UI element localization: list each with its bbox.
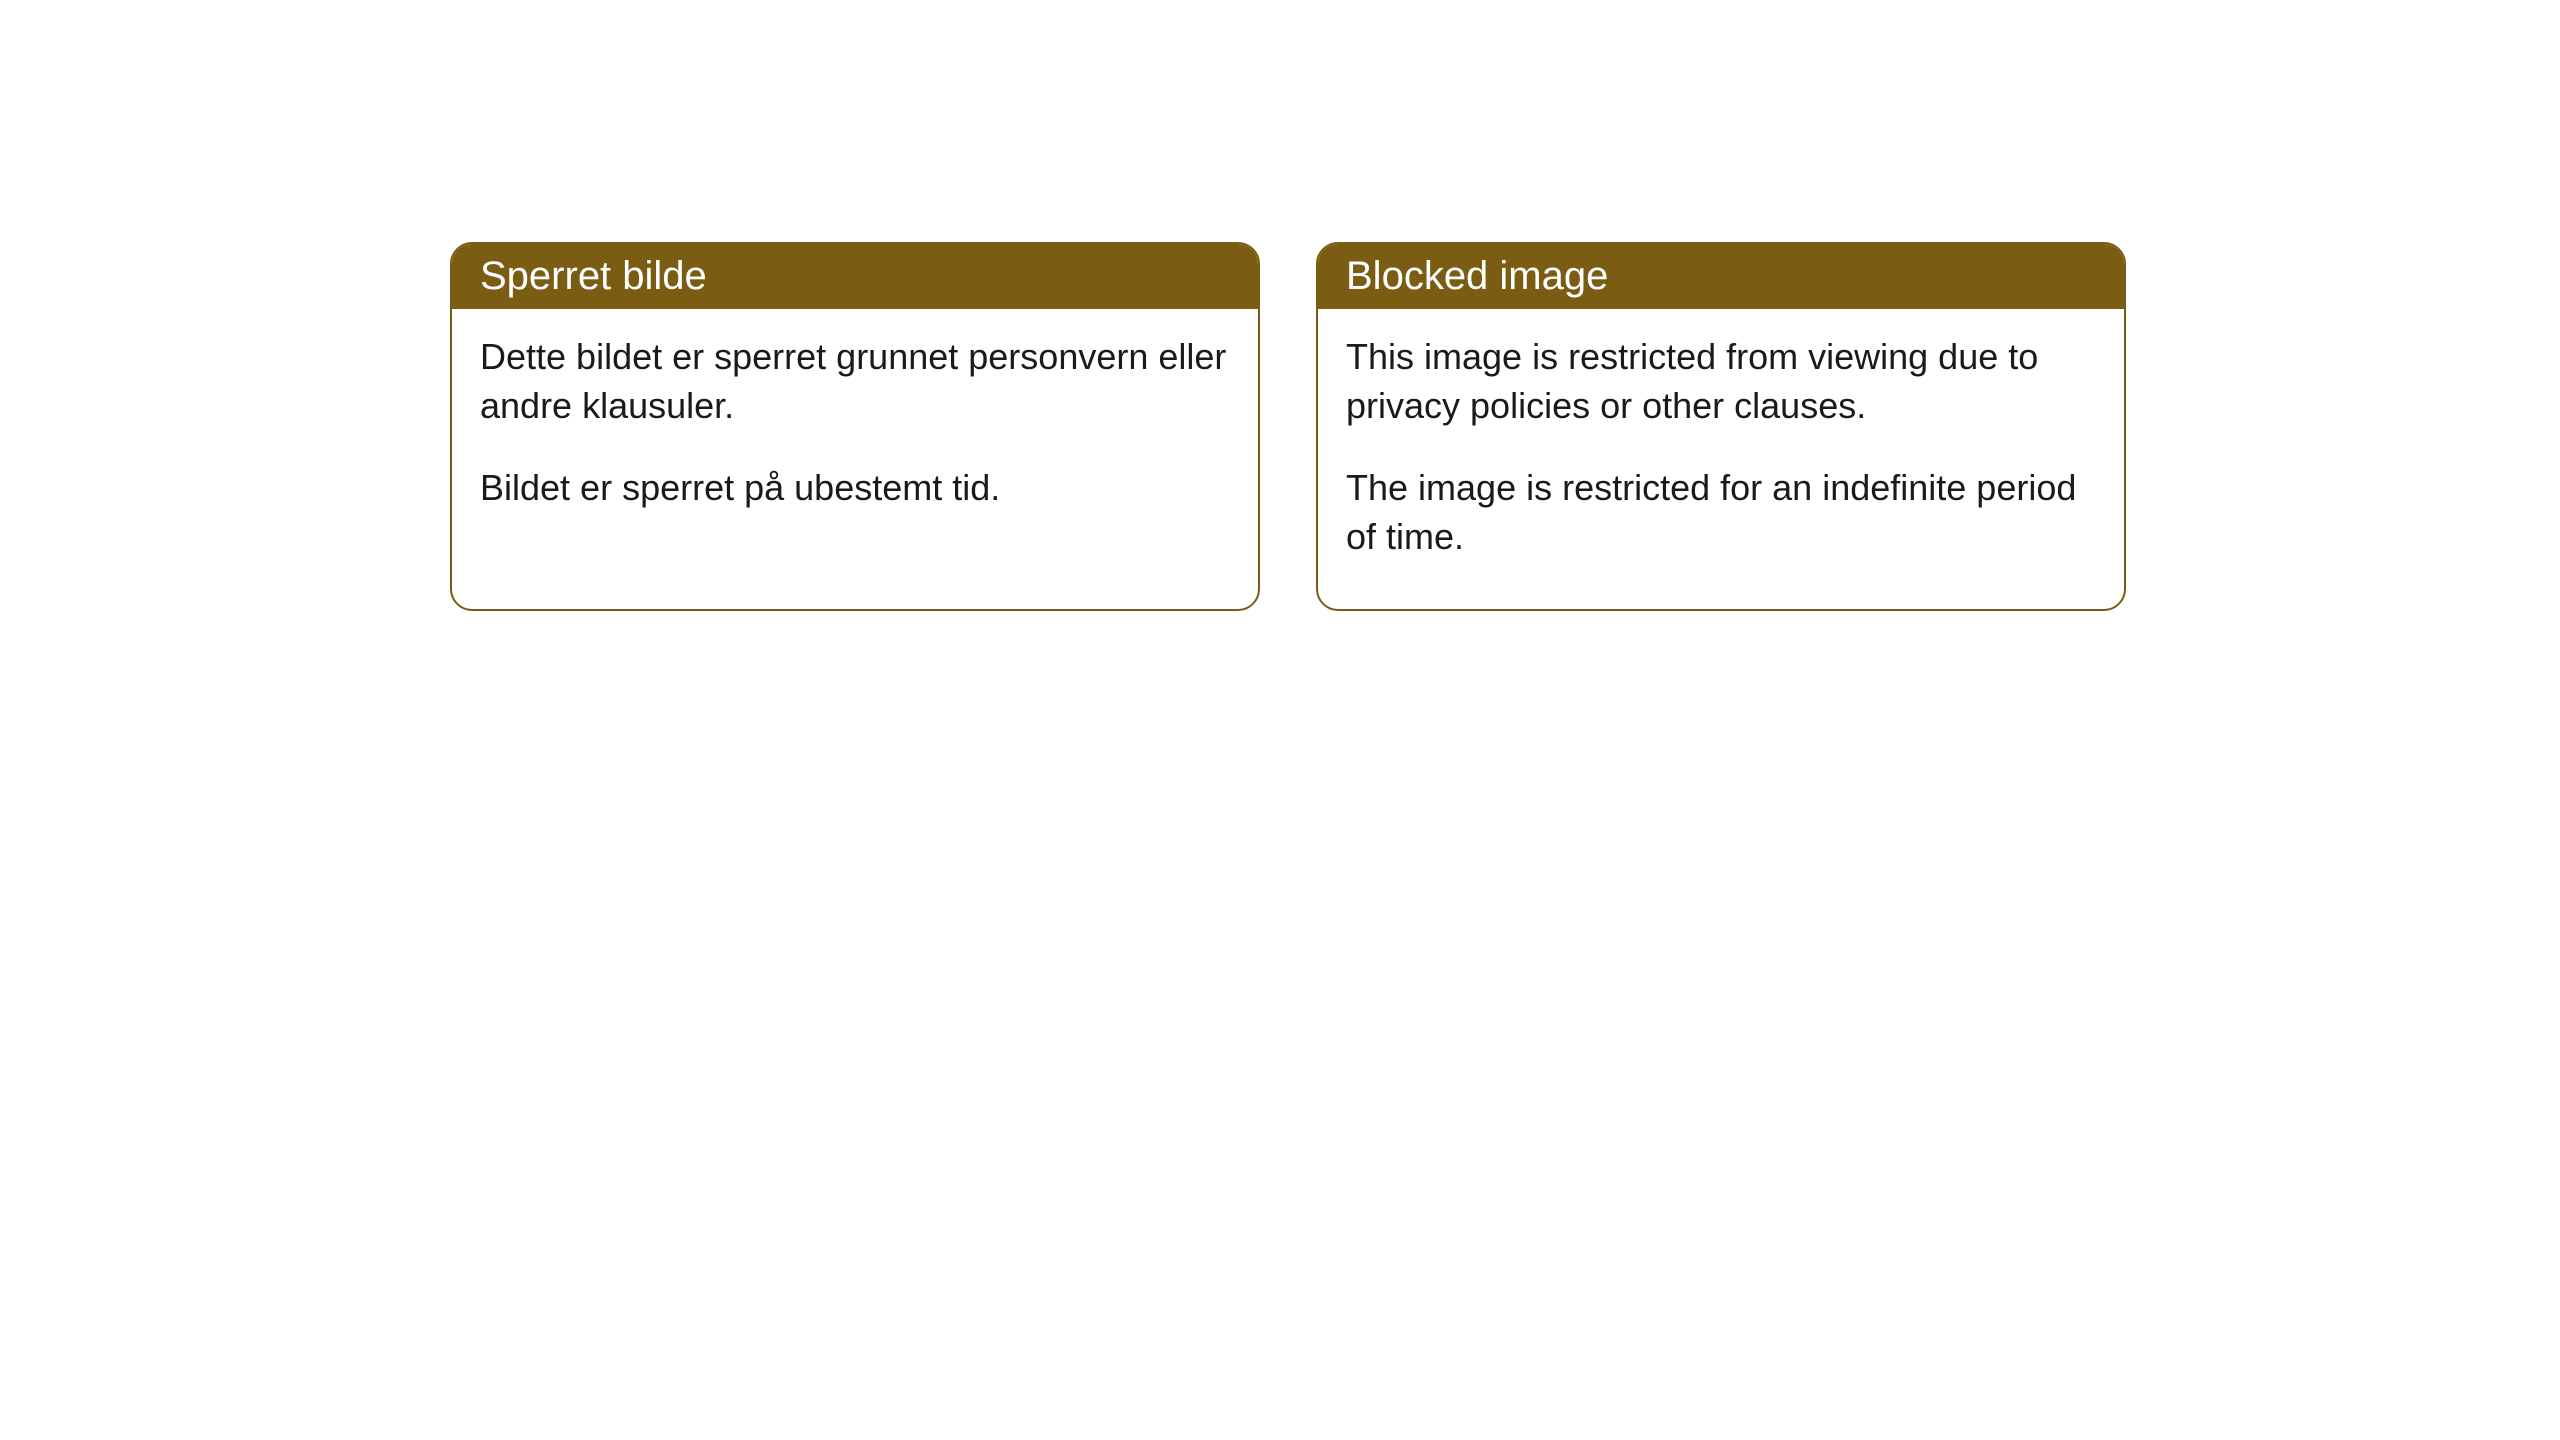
blocked-image-card-english: Blocked image This image is restricted f…	[1316, 242, 2126, 611]
card-title: Sperret bilde	[480, 254, 707, 298]
notice-cards-container: Sperret bilde Dette bildet er sperret gr…	[450, 242, 2126, 611]
card-paragraph-1: This image is restricted from viewing du…	[1346, 333, 2096, 430]
card-header: Sperret bilde	[452, 244, 1258, 309]
card-header: Blocked image	[1318, 244, 2124, 309]
blocked-image-card-norwegian: Sperret bilde Dette bildet er sperret gr…	[450, 242, 1260, 611]
card-title: Blocked image	[1346, 254, 1608, 298]
card-body: Dette bildet er sperret grunnet personve…	[452, 309, 1258, 561]
card-body: This image is restricted from viewing du…	[1318, 309, 2124, 609]
card-paragraph-2: Bildet er sperret på ubestemt tid.	[480, 464, 1230, 513]
card-paragraph-2: The image is restricted for an indefinit…	[1346, 464, 2096, 561]
card-paragraph-1: Dette bildet er sperret grunnet personve…	[480, 333, 1230, 430]
